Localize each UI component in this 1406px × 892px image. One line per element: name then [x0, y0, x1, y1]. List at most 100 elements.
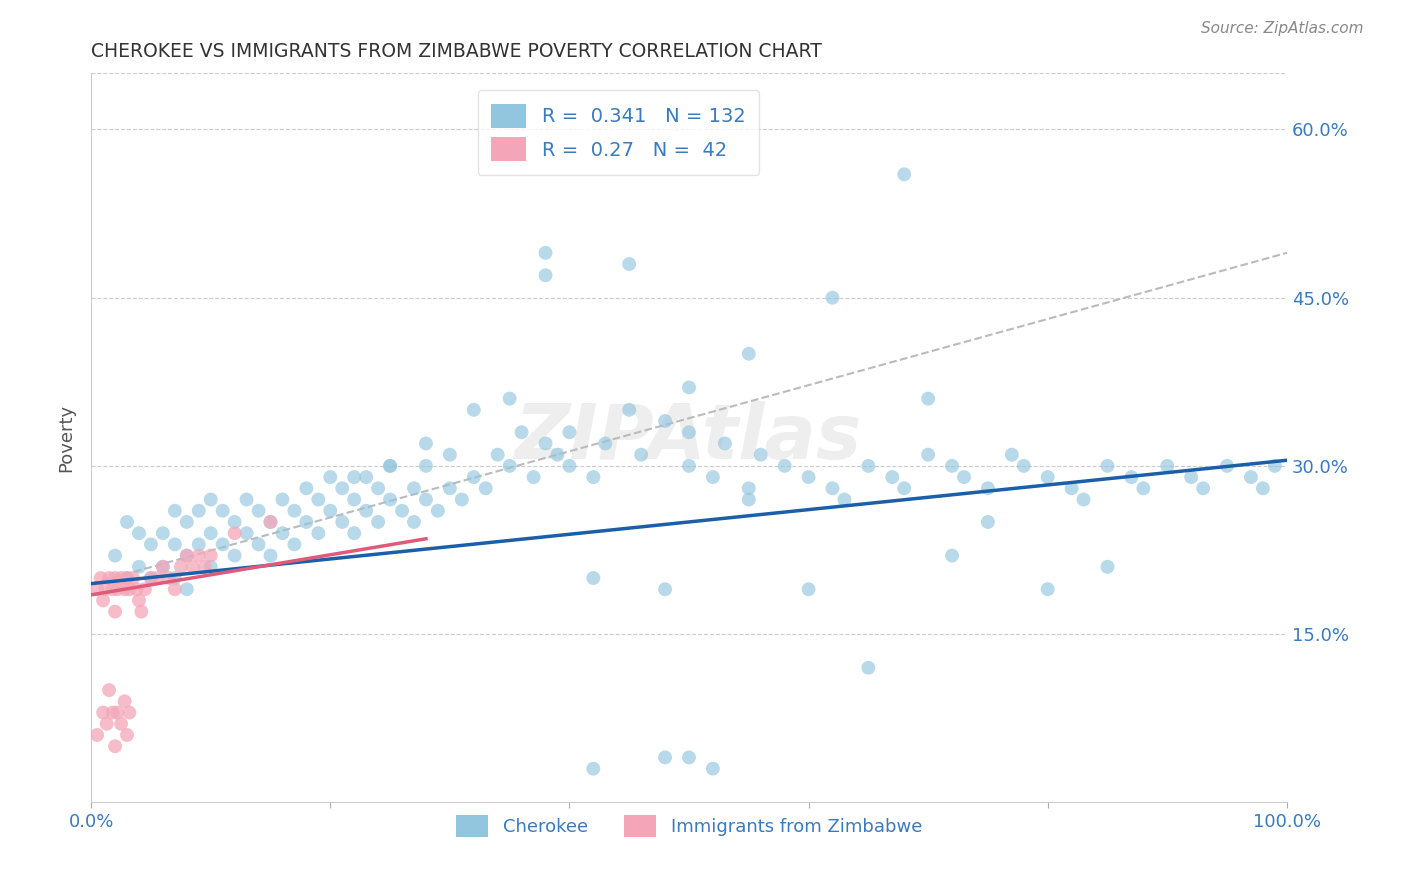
Point [522, 470, 544, 484]
Point [295, 515, 318, 529]
Point [163, 582, 186, 597]
Point [170, 559, 193, 574]
Point [187, 549, 209, 563]
Point [678, 380, 700, 394]
Point [115, 571, 138, 585]
Point [426, 504, 449, 518]
Point [582, 470, 605, 484]
Point [858, 458, 880, 473]
Point [534, 245, 557, 260]
Point [654, 414, 676, 428]
Point [96, 716, 118, 731]
Point [86, 728, 108, 742]
Text: ZIPAtlas: ZIPAtlas [516, 401, 863, 475]
Point [1060, 481, 1083, 495]
Point [104, 739, 127, 754]
Point [114, 582, 136, 597]
Point [1216, 458, 1239, 473]
Point [176, 582, 198, 597]
Point [439, 448, 461, 462]
Point [259, 515, 281, 529]
Point [797, 470, 820, 484]
Point [98, 571, 121, 585]
Point [917, 448, 939, 462]
Point [463, 470, 485, 484]
Point [110, 571, 132, 585]
Point [415, 492, 437, 507]
Point [118, 706, 141, 720]
Point [259, 515, 281, 529]
Point [917, 392, 939, 406]
Point [194, 559, 217, 574]
Point [343, 492, 366, 507]
Point [115, 515, 138, 529]
Point [977, 481, 1000, 495]
Point [152, 526, 174, 541]
Point [773, 458, 796, 473]
Point [378, 458, 401, 473]
Point [738, 347, 761, 361]
Point [378, 492, 401, 507]
Point [152, 559, 174, 574]
Point [295, 481, 318, 495]
Text: Source: ZipAtlas.com: Source: ZipAtlas.com [1201, 21, 1364, 36]
Point [702, 470, 724, 484]
Point [1180, 470, 1202, 484]
Point [163, 571, 186, 585]
Point [619, 402, 641, 417]
Point [486, 448, 509, 462]
Point [122, 571, 145, 585]
Point [498, 458, 520, 473]
Point [1251, 481, 1274, 495]
Point [98, 683, 121, 698]
Point [582, 571, 605, 585]
Point [367, 515, 389, 529]
Point [271, 492, 294, 507]
Point [163, 537, 186, 551]
Point [893, 481, 915, 495]
Point [187, 504, 209, 518]
Point [558, 458, 581, 473]
Point [678, 425, 700, 440]
Point [104, 549, 127, 563]
Point [1097, 458, 1119, 473]
Point [378, 458, 401, 473]
Point [146, 571, 169, 585]
Point [654, 582, 676, 597]
Point [702, 762, 724, 776]
Point [115, 571, 138, 585]
Point [654, 750, 676, 764]
Point [953, 470, 976, 484]
Point [941, 549, 963, 563]
Point [402, 515, 425, 529]
Point [235, 526, 257, 541]
Point [1132, 481, 1154, 495]
Point [941, 458, 963, 473]
Point [319, 504, 342, 518]
Point [1036, 582, 1059, 597]
Point [91, 706, 114, 720]
Point [630, 448, 652, 462]
Point [1012, 458, 1035, 473]
Point [1192, 481, 1215, 495]
Point [94, 582, 117, 597]
Point [107, 582, 129, 597]
Point [176, 549, 198, 563]
Point [738, 481, 761, 495]
Point [125, 582, 148, 597]
Legend: Cherokee, Immigrants from Zimbabwe: Cherokee, Immigrants from Zimbabwe [449, 808, 929, 844]
Point [797, 582, 820, 597]
Point [893, 167, 915, 181]
Text: CHEROKEE VS IMMIGRANTS FROM ZIMBABWE POVERTY CORRELATION CHART: CHEROKEE VS IMMIGRANTS FROM ZIMBABWE POV… [91, 42, 823, 61]
Point [247, 504, 270, 518]
Point [91, 593, 114, 607]
Point [354, 504, 377, 518]
Point [749, 448, 772, 462]
Point [1097, 559, 1119, 574]
Point [163, 504, 186, 518]
Point [319, 470, 342, 484]
Point [330, 481, 353, 495]
Point [450, 492, 472, 507]
Point [834, 492, 856, 507]
Point [139, 571, 162, 585]
